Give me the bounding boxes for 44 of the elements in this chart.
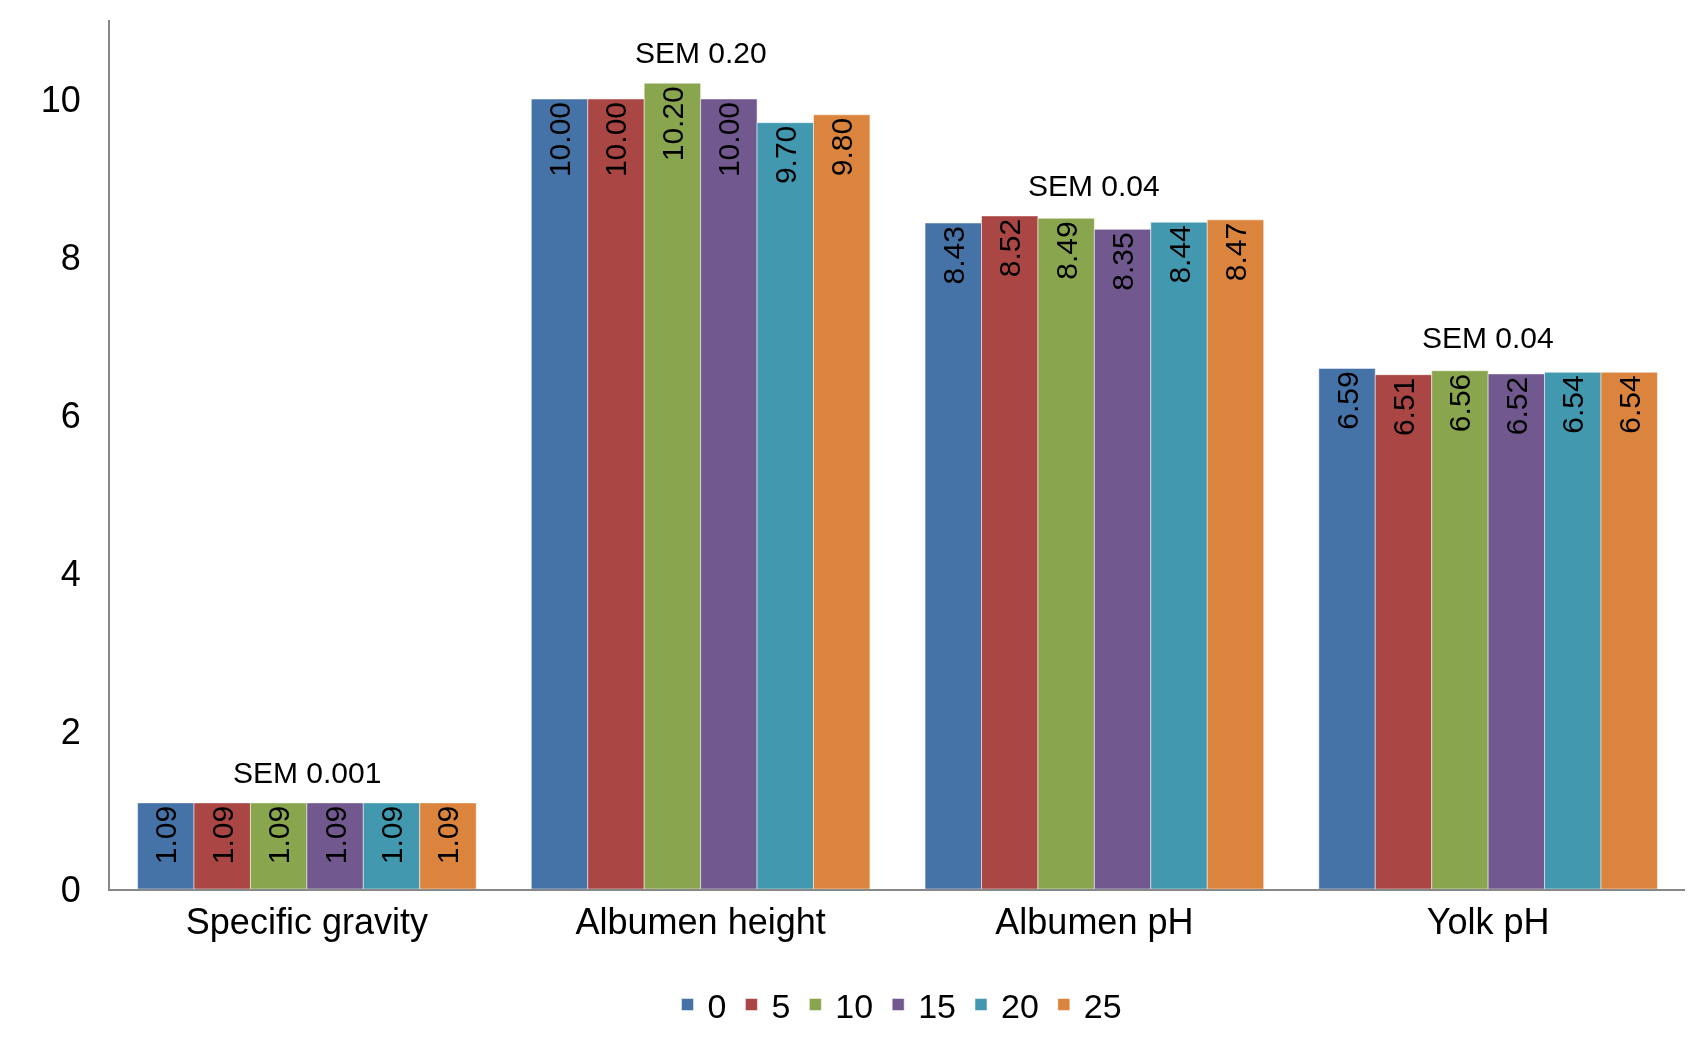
x-tick-label: Albumen height (575, 901, 826, 943)
data-label: 1.09 (431, 805, 465, 865)
legend-label: 5 (771, 986, 791, 1025)
annotation: SEM 0.04 (1422, 321, 1554, 354)
data-label: 1.09 (375, 805, 409, 865)
data-label: 6.56 (1443, 373, 1477, 433)
data-label: 1.09 (318, 805, 352, 865)
annotation: SEM 0.001 (233, 756, 382, 789)
data-label: 1.09 (262, 805, 296, 865)
data-label: 10.00 (543, 102, 577, 178)
data-label: 1.09 (149, 805, 183, 865)
data-label: 8.49 (1049, 221, 1083, 280)
data-label: 8.47 (1218, 222, 1252, 282)
y-tick-label: 0 (60, 868, 81, 910)
data-label: 6.59 (1330, 371, 1364, 430)
data-label: 9.70 (768, 125, 802, 185)
legend-label: 15 (918, 986, 956, 1025)
data-label: 6.54 (1612, 375, 1646, 434)
data-label: 6.51 (1386, 377, 1420, 437)
data-label: 8.43 (936, 226, 970, 285)
y-tick-label: 6 (60, 394, 81, 436)
legend-label: 10 (835, 986, 874, 1025)
legend-label: 25 (1083, 986, 1122, 1025)
legend-label: 20 (1001, 986, 1039, 1025)
data-label: 9.80 (825, 117, 859, 177)
y-tick-label: 2 (60, 710, 81, 752)
data-label: 8.52 (993, 218, 1027, 278)
x-tick-label: Albumen pH (995, 901, 1194, 943)
data-label: 10.20 (655, 86, 689, 162)
data-label: 8.35 (1106, 232, 1140, 291)
y-tick-label: 8 (60, 236, 81, 278)
x-tick-label: Specific gravity (185, 901, 428, 943)
data-label: 8.44 (1162, 225, 1196, 284)
y-tick-label: 10 (40, 78, 81, 120)
y-tick-label: 4 (60, 552, 81, 594)
data-label: 6.52 (1499, 376, 1533, 436)
annotation: SEM 0.04 (1028, 169, 1160, 202)
x-tick-label: Yolk pH (1426, 901, 1550, 943)
data-label: 10.00 (599, 102, 633, 178)
annotation: SEM 0.20 (635, 36, 767, 69)
data-label: 1.09 (205, 805, 239, 865)
data-label: 10.00 (712, 102, 746, 178)
legend-label: 0 (707, 986, 727, 1025)
data-label: 6.54 (1556, 375, 1590, 434)
